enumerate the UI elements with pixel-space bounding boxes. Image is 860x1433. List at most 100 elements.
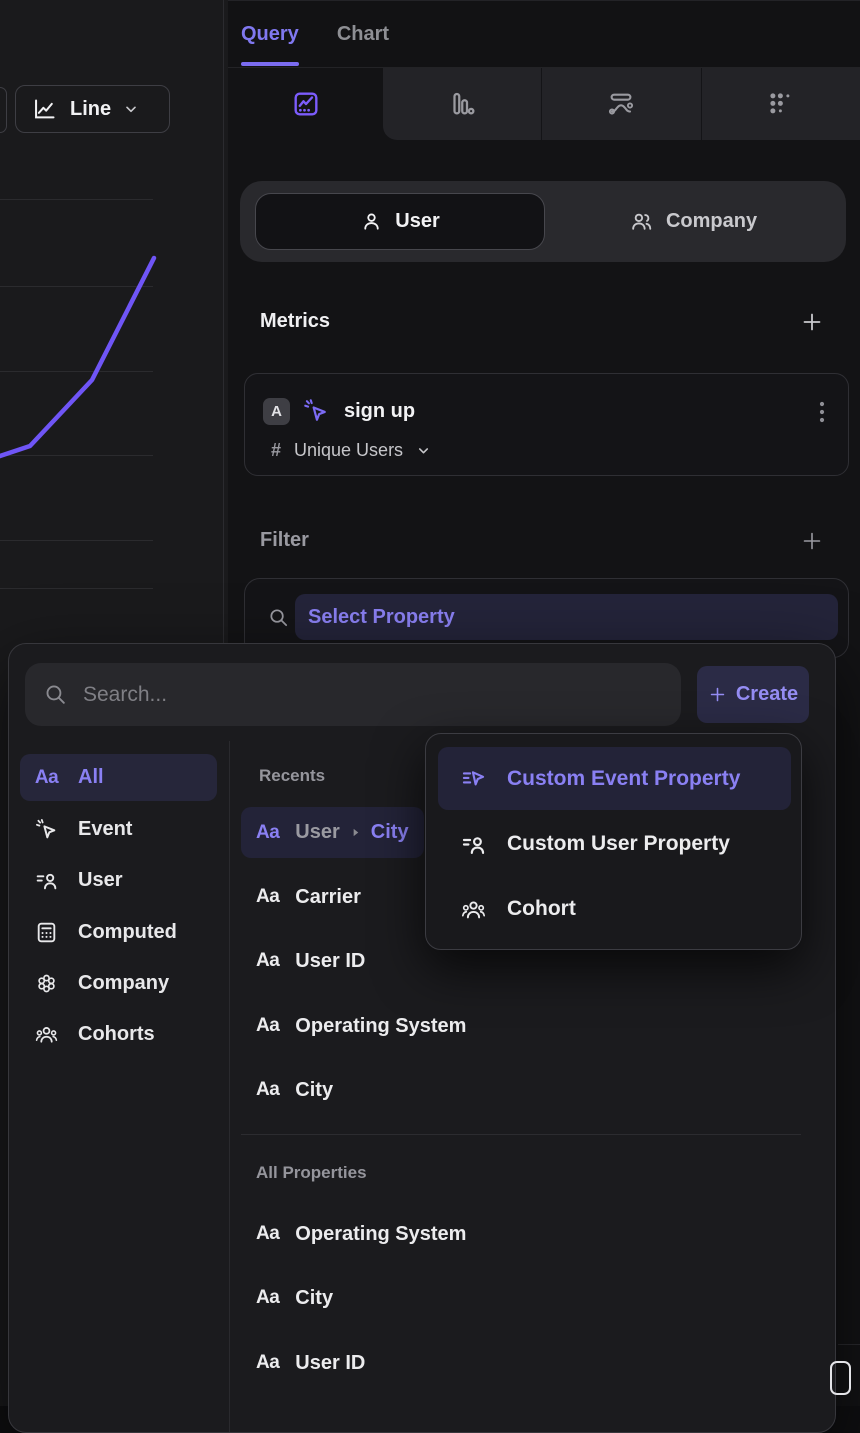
recent-item-user-city[interactable]: Aa User City [241, 807, 424, 858]
category-label: Cohorts [78, 1023, 155, 1045]
category-label: Computed [78, 921, 177, 943]
funnel-bars-icon [453, 92, 475, 115]
property-label: Operating System [295, 1014, 467, 1037]
event-icon [33, 817, 60, 842]
property-item[interactable]: Aa Operating System [241, 1209, 466, 1259]
insights-line-icon [294, 92, 317, 116]
query-panel-header: Query Chart [228, 0, 860, 68]
tab-query[interactable]: Query [241, 1, 299, 67]
picker-search-input[interactable] [83, 682, 663, 707]
chart-gridline [0, 286, 153, 287]
plus-icon [803, 313, 821, 331]
custom-event-property-icon [462, 771, 485, 786]
chart-gridline [0, 371, 153, 372]
clipped-button-fragment[interactable] [0, 87, 7, 133]
chart-gridline [0, 455, 153, 456]
tab-chart-label: Chart [336, 22, 390, 45]
add-metric-button[interactable] [800, 310, 824, 334]
chart-style-dropdown[interactable]: Line [15, 85, 170, 133]
add-filter-button[interactable] [800, 529, 824, 553]
trend-line-chart [0, 255, 157, 459]
aggregation-label: Unique Users [294, 440, 404, 460]
chevron-down-icon [126, 106, 136, 113]
menu-item-custom-user-property[interactable]: Custom User Property [438, 814, 791, 874]
company-cluster-icon [33, 971, 60, 996]
tab-chart[interactable]: Chart [337, 1, 389, 67]
property-label: User ID [295, 949, 366, 972]
metric-options-button[interactable] [810, 398, 834, 428]
chart-type-retention[interactable] [700, 68, 860, 140]
plus-icon [803, 532, 821, 550]
toggle-user[interactable]: User [255, 193, 545, 250]
aa-text-icon: Aa [256, 1223, 280, 1244]
user-icon [364, 213, 379, 230]
chart-gridline [0, 540, 153, 541]
aa-text-icon: Aa [256, 1352, 280, 1373]
recent-item-parent: User [295, 821, 340, 843]
category-cohorts[interactable]: Cohorts [20, 1011, 217, 1058]
property-select-placeholder: Select Property [308, 605, 455, 628]
property-label: Operating System [295, 1222, 467, 1245]
property-label: User ID [295, 1351, 366, 1374]
category-label: Event [78, 818, 133, 840]
property-label: City [295, 1078, 334, 1101]
property-item[interactable]: Aa City [241, 1273, 333, 1323]
recent-item[interactable]: Aa City [241, 1065, 333, 1115]
menu-item-cohort[interactable]: Cohort [438, 879, 791, 939]
property-item[interactable]: Aa User ID [241, 1338, 365, 1388]
recents-header: Recents [259, 766, 326, 785]
user-property-icon [33, 868, 60, 893]
category-label: All [78, 766, 104, 788]
chart-type-funnel[interactable] [383, 68, 541, 140]
computed-icon [33, 920, 60, 945]
recent-item-child: City [370, 821, 409, 843]
custom-user-property-icon [462, 836, 485, 854]
retention-dots-icon [770, 93, 790, 114]
category-computed[interactable]: Computed [20, 909, 217, 956]
create-button-label: Create [735, 683, 799, 705]
kebab-menu-icon [819, 401, 825, 423]
aa-text-icon: Aa [34, 766, 59, 788]
keyboard-key-outline [830, 1361, 851, 1395]
create-button[interactable]: Create [697, 666, 809, 723]
create-menu: Custom Event Property Custom User Proper… [425, 733, 802, 950]
category-company[interactable]: Company [20, 960, 217, 1007]
event-icon [304, 399, 326, 421]
company-users-icon [632, 213, 652, 230]
chart-style-label: Line [70, 97, 112, 120]
category-label: User [78, 869, 123, 891]
tab-query-label: Query [241, 22, 299, 45]
entity-toggle: User Company [240, 181, 846, 262]
toggle-company[interactable]: Company [550, 193, 836, 250]
toggle-company-label: Company [665, 210, 758, 232]
property-select-input[interactable]: Select Property [295, 594, 838, 640]
category-user[interactable]: User [20, 857, 217, 904]
aa-text-icon: Aa [256, 1015, 280, 1036]
recent-item[interactable]: Aa Carrier [241, 872, 361, 922]
hash-icon: # [271, 440, 282, 460]
recent-item[interactable]: Aa User ID [241, 936, 365, 986]
category-all[interactable]: Aa All [20, 754, 217, 801]
all-properties-header: All Properties [256, 1163, 367, 1182]
property-label: Carrier [295, 885, 361, 908]
chart-gridline [0, 588, 153, 589]
search-icon [270, 609, 288, 627]
flow-wave-icon [609, 93, 634, 115]
cohort-icon [461, 900, 486, 918]
chart-type-flow[interactable] [541, 68, 700, 140]
chart-gridline [0, 199, 153, 200]
picker-column-divider [229, 741, 230, 1432]
aa-text-icon: Aa [256, 1287, 280, 1308]
chart-type-insights[interactable] [228, 68, 383, 140]
trend-line [0, 255, 157, 459]
menu-item-custom-event-property[interactable]: Custom Event Property [438, 747, 791, 810]
cohorts-icon [33, 1022, 60, 1047]
plus-icon [710, 687, 725, 702]
recent-item[interactable]: Aa Operating System [241, 1001, 466, 1051]
category-event[interactable]: Event [20, 806, 217, 853]
metric-card: A sign up # Unique Users [244, 373, 849, 476]
picker-search-bar [25, 663, 681, 726]
aa-text-icon: Aa [256, 950, 280, 971]
aggregation-dropdown[interactable]: # Unique Users [271, 440, 431, 461]
chevron-down-icon [419, 448, 429, 454]
